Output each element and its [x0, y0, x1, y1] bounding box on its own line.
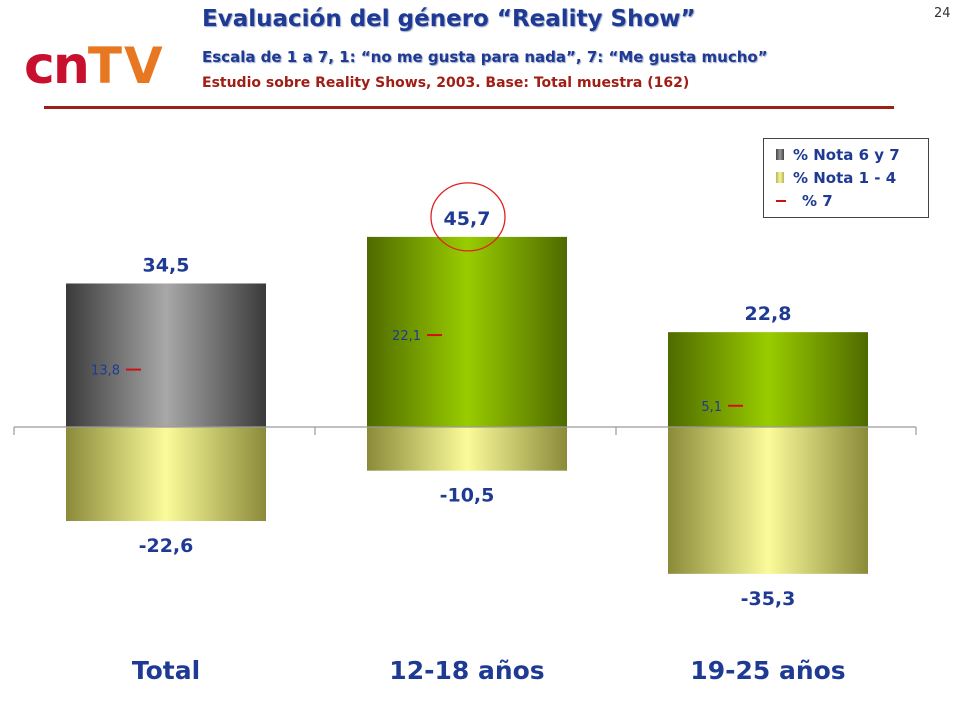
- pct7-label: 22,1: [392, 329, 421, 344]
- highlight-circle: [430, 182, 506, 252]
- x-tick-label: Total: [132, 656, 200, 685]
- legend-item-pct-7: % 7: [776, 189, 928, 212]
- bar-negative: [668, 427, 868, 574]
- page-number: 24: [934, 6, 951, 21]
- chart-legend: % Nota 6 y 7 % Nota 1 - 4 % 7: [763, 138, 929, 218]
- data-label-negative: -10,5: [440, 485, 495, 507]
- bar-negative: [66, 427, 266, 522]
- data-label-positive: 22,8: [745, 303, 792, 325]
- legend-swatch-yellow: [776, 172, 784, 183]
- bar-positive: [668, 332, 868, 427]
- cntv-logo: cnTV: [24, 36, 165, 96]
- legend-label: % 7: [802, 191, 833, 210]
- logo-cn: cn: [24, 36, 90, 96]
- source-note: Estudio sobre Reality Shows, 2003. Base:…: [202, 75, 690, 91]
- pct7-label: 13,8: [91, 364, 120, 379]
- legend-swatch-dark: [776, 149, 784, 160]
- pct7-label: 5,1: [701, 400, 722, 415]
- legend-label: % Nota 1 - 4: [793, 168, 897, 187]
- legend-swatch-line: [776, 199, 786, 202]
- x-tick-label: 12-18 años: [389, 656, 544, 685]
- page-subtitle: Escala de 1 a 7, 1: “no me gusta para na…: [202, 48, 768, 66]
- legend-item-nota-6-7: % Nota 6 y 7: [776, 143, 928, 166]
- data-label-positive: 45,7: [444, 208, 491, 230]
- data-label-negative: -22,6: [139, 535, 194, 557]
- header-divider: [44, 106, 894, 109]
- data-label-positive: 34,5: [143, 254, 190, 276]
- x-tick-label: 19-25 años: [690, 656, 845, 685]
- bar-negative: [367, 427, 567, 471]
- page-title: Evaluación del género “Reality Show”: [202, 6, 696, 32]
- legend-item-nota-1-4: % Nota 1 - 4: [776, 166, 928, 189]
- data-label-negative: -35,3: [741, 588, 796, 610]
- bar-positive: [66, 283, 266, 427]
- legend-label: % Nota 6 y 7: [793, 145, 900, 164]
- bar-positive: [367, 236, 567, 427]
- logo-tv: TV: [87, 37, 165, 95]
